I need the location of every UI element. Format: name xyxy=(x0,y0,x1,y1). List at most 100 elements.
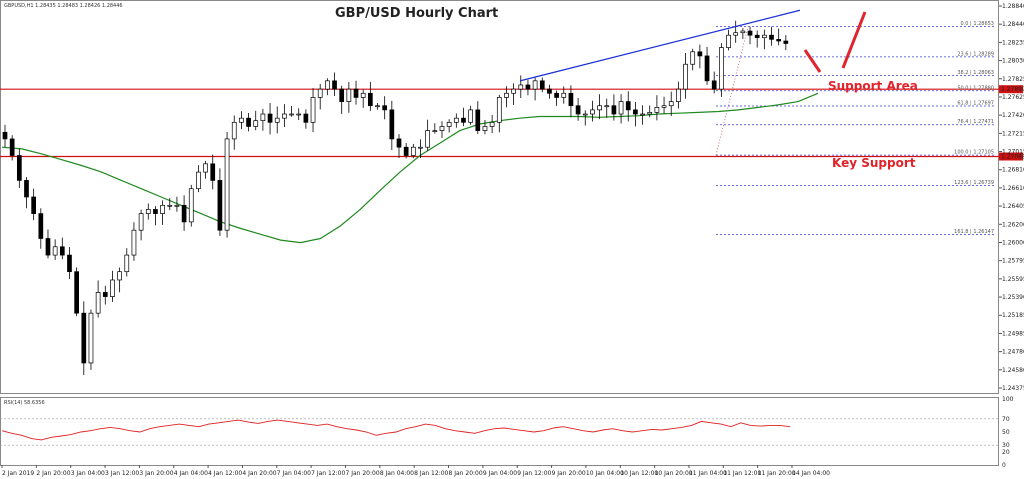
x-tick-label: 4 Jan 04:00 xyxy=(174,470,208,477)
support-area-label: Support Area xyxy=(828,79,918,93)
bull-candle xyxy=(346,88,352,102)
bull-candle xyxy=(110,279,115,297)
y-tick-label: 1.25595 xyxy=(1002,276,1024,283)
bull-candle xyxy=(160,204,165,214)
bull-candle xyxy=(145,209,151,214)
bull-candle xyxy=(740,30,746,34)
bull-candle xyxy=(618,101,624,115)
bull-candle xyxy=(296,113,302,116)
chart-title: GBP/USD Hourly Chart xyxy=(335,6,498,21)
x-tick-label: 2 Jan 2019 xyxy=(2,470,34,477)
bear-candle xyxy=(769,34,774,40)
fib-level-label: 23.6 | 1.28289 xyxy=(957,51,994,57)
resistance-trend-line xyxy=(519,9,801,82)
x-tick-label: 14 Jan 04:00 xyxy=(792,470,830,477)
bull-candle xyxy=(683,63,688,90)
x-tick-label: 8 Jan 04:00 xyxy=(380,470,414,477)
bull-candle xyxy=(282,113,287,119)
bull-candle xyxy=(203,163,208,173)
rsi-tick-label: 0 xyxy=(1002,462,1006,469)
bear-candle xyxy=(16,155,22,181)
x-tick-label: 11 Jan 04:00 xyxy=(689,470,727,477)
rsi-tick-label: 100 xyxy=(1002,396,1014,403)
rsi-line xyxy=(1,419,791,441)
bull-candle xyxy=(518,84,524,90)
bear-candle xyxy=(568,92,574,107)
bear-candle xyxy=(2,131,8,140)
bull-candle xyxy=(289,113,294,116)
y-tick-label: 1.26405 xyxy=(1002,203,1024,210)
bear-candle xyxy=(633,109,638,115)
bear-candle xyxy=(38,213,44,239)
key-support-label: Key Support xyxy=(832,156,916,170)
bull-candle xyxy=(561,92,567,98)
bear-candle xyxy=(396,138,402,148)
bear-candle xyxy=(554,92,559,98)
bear-candle xyxy=(45,238,51,256)
x-tick-label: 11 Jan 20:00 xyxy=(758,470,796,477)
bear-candle xyxy=(74,271,79,314)
y-tick-label: 1.27625 xyxy=(1002,94,1024,101)
x-tick-label: 11 Jan 12:00 xyxy=(723,470,761,477)
bear-candle xyxy=(67,254,72,273)
bull-candle xyxy=(453,117,459,123)
y-tick-label: 1.24780 xyxy=(1002,349,1024,356)
bear-candle xyxy=(303,113,309,123)
bear-candle xyxy=(59,246,65,256)
bear-candle xyxy=(783,40,789,44)
bull-candle xyxy=(188,188,194,223)
y-tick-label: 1.28235 xyxy=(1002,39,1024,46)
bull-candle xyxy=(260,113,266,122)
bull-candle xyxy=(117,271,122,281)
bear-candle xyxy=(461,117,466,123)
bear-candle xyxy=(102,292,108,297)
x-tick-label: 3 Jan 20:00 xyxy=(139,470,173,477)
y-tick-label: 1.26000 xyxy=(1002,239,1024,246)
bull-candle xyxy=(131,229,137,256)
fib-level-label: 61.8 | 1.27697 xyxy=(957,100,994,106)
bull-candle xyxy=(432,130,438,132)
rsi-tick-label: 20 xyxy=(1002,449,1010,456)
x-tick-label: 10 Jan 20:00 xyxy=(655,470,693,477)
bull-candle xyxy=(733,32,739,36)
y-tick-label: 1.25390 xyxy=(1002,294,1024,301)
bull-candle xyxy=(482,126,488,131)
bull-candle xyxy=(676,88,681,102)
bull-candle xyxy=(532,80,538,90)
x-tick-label: 3 Jan 04:00 xyxy=(71,470,105,477)
bull-candle xyxy=(253,120,259,127)
bear-candle xyxy=(697,51,703,57)
y-tick-label: 1.27420 xyxy=(1002,112,1024,119)
y-tick-label: 1.27215 xyxy=(1002,130,1024,137)
bull-candle xyxy=(174,204,180,207)
x-tick-label: 4 Jan 20:00 xyxy=(242,470,276,477)
bull-candle xyxy=(52,246,58,256)
x-tick-label: 10 Jan 04:00 xyxy=(586,470,624,477)
rsi-panel xyxy=(0,397,999,466)
y-tick-label: 1.25795 xyxy=(1002,258,1024,265)
bull-candle xyxy=(138,213,144,231)
y-tick-label: 1.26810 xyxy=(1002,167,1024,174)
bull-candle xyxy=(726,34,731,48)
bull-candle xyxy=(410,146,416,156)
fib-level-label: 100.0 | 1.27105 xyxy=(954,150,994,156)
bull-candle xyxy=(418,146,423,149)
y-tick-label: 1.27015 xyxy=(1002,149,1024,156)
y-tick-label: 1.26610 xyxy=(1002,185,1024,192)
fib-level-label: 50.0 | 1.27880 xyxy=(957,85,994,91)
x-tick-label: 7 Jan 12:00 xyxy=(311,470,345,477)
bull-candle xyxy=(317,88,323,98)
bear-candle xyxy=(403,146,409,156)
bull-candle xyxy=(88,312,94,364)
bull-candle xyxy=(504,92,509,98)
y-tick-label: 1.27825 xyxy=(1002,76,1024,83)
bear-candle xyxy=(625,101,631,111)
bull-candle xyxy=(604,105,610,108)
y-tick-label: 1.24580 xyxy=(1002,367,1024,374)
bull-candle xyxy=(668,101,674,107)
key-support-price-tag xyxy=(999,152,1023,161)
bull-candle xyxy=(590,109,595,115)
bull-candle xyxy=(167,204,173,207)
bear-candle xyxy=(332,80,337,90)
bear-candle xyxy=(575,105,581,115)
